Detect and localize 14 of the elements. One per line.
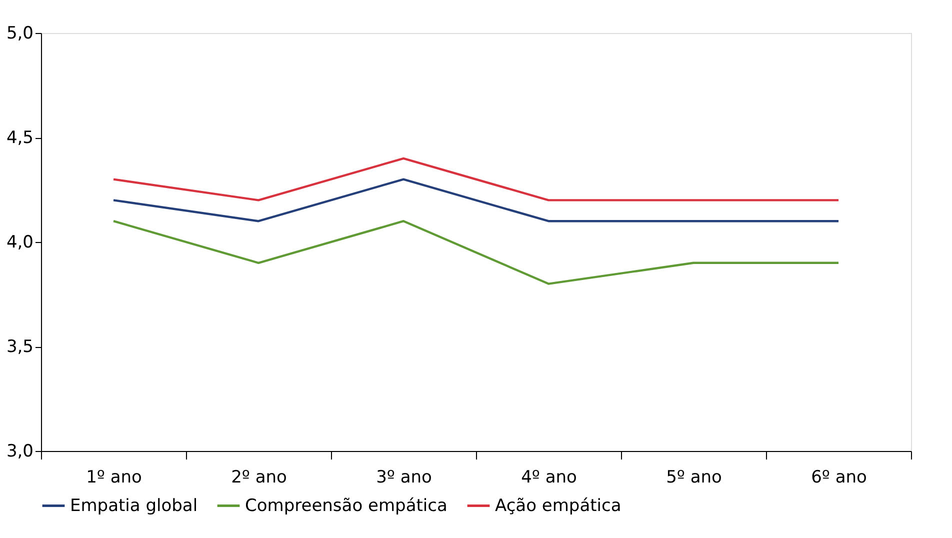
x-tick-label: 4º ano bbox=[521, 468, 577, 488]
x-tick-label: 6º ano bbox=[811, 468, 867, 488]
x-tick-label: 1º ano bbox=[86, 468, 142, 488]
legend-label: Compreensão empática bbox=[245, 496, 448, 516]
y-tick-label: 4,5 bbox=[6, 128, 34, 148]
y-tick-label: 4,0 bbox=[6, 232, 34, 252]
legend-label: Ação empática bbox=[495, 496, 622, 516]
x-tick-label: 5º ano bbox=[666, 468, 722, 488]
legend-label: Empatia global bbox=[70, 496, 198, 516]
x-tick-label: 3º ano bbox=[376, 468, 432, 488]
y-tick-label: 3,5 bbox=[6, 337, 34, 357]
y-tick-label: 5,0 bbox=[6, 24, 34, 44]
x-tick-label: 2º ano bbox=[231, 468, 287, 488]
y-tick-label: 3,0 bbox=[6, 442, 34, 462]
